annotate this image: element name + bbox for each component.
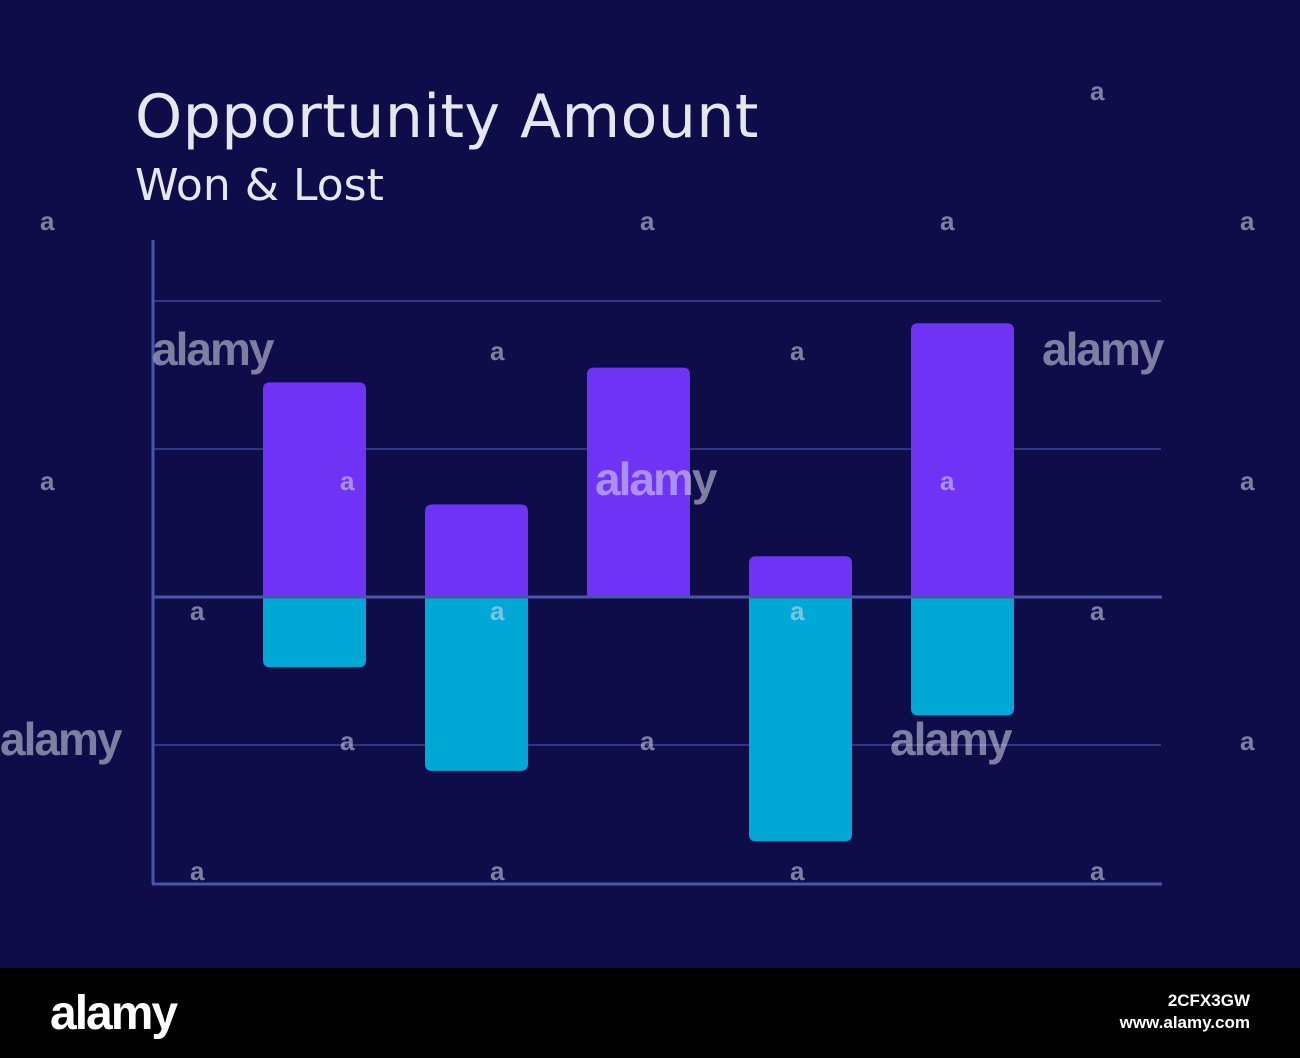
- watermark-mark: a: [640, 206, 655, 236]
- axes: [151, 240, 1162, 886]
- watermark-mark: a: [790, 336, 805, 366]
- site-url: www.alamy.com: [1119, 1013, 1250, 1032]
- watermark-mark: a: [190, 596, 205, 626]
- watermark-footer: alamy 2CFX3GW www.alamy.com: [0, 968, 1300, 1058]
- footer-image-info: 2CFX3GW www.alamy.com: [1120, 990, 1250, 1034]
- watermark-mark: a: [1090, 596, 1105, 626]
- lost-bar-1: [263, 597, 366, 668]
- watermark-mark: a: [790, 596, 805, 626]
- watermark-mark: a: [340, 466, 355, 496]
- won-bar-3: [587, 367, 690, 597]
- footer-logo: alamy: [50, 987, 178, 1040]
- watermark-mark: a: [190, 856, 205, 886]
- chart-canvas: Opportunity Amount Won & Lost alamy alam…: [0, 0, 1300, 968]
- chart-title: Opportunity Amount: [135, 82, 759, 152]
- image-id: 2CFX3GW: [1167, 991, 1250, 1010]
- won-bar-5: [911, 323, 1014, 597]
- watermark-mark: a: [1090, 76, 1105, 106]
- won-bar-2: [425, 504, 528, 597]
- watermark-mark: a: [640, 726, 655, 756]
- lost-bar-5: [911, 597, 1014, 716]
- watermark-mark: a: [490, 596, 505, 626]
- won-bar-4: [749, 556, 852, 597]
- watermark-logo: alamy: [0, 713, 122, 765]
- watermark-mark: a: [340, 726, 355, 756]
- watermark-mark: a: [1240, 206, 1255, 236]
- won-bar-1: [263, 382, 366, 597]
- watermark-mark: a: [1240, 726, 1255, 756]
- watermark-mark: a: [40, 206, 55, 236]
- watermark-logo: alamy: [890, 713, 1012, 765]
- watermark-mark: a: [1090, 856, 1105, 886]
- watermark-logo: alamy: [595, 453, 717, 505]
- bar-chart: [151, 240, 1162, 886]
- lost-bar-4: [749, 597, 852, 842]
- watermark-mark: a: [490, 856, 505, 886]
- watermark-logo: alamy: [1042, 323, 1164, 375]
- bars: [263, 323, 1014, 842]
- watermark-mark: a: [1240, 466, 1255, 496]
- watermark-mark: a: [490, 336, 505, 366]
- watermark-logo: alamy: [152, 323, 274, 375]
- watermark-mark: a: [40, 466, 55, 496]
- watermark-mark: a: [940, 206, 955, 236]
- watermark-mark: a: [790, 856, 805, 886]
- chart-subtitle: Won & Lost: [135, 160, 384, 211]
- watermark-mark: a: [940, 466, 955, 496]
- lost-bar-2: [425, 597, 528, 771]
